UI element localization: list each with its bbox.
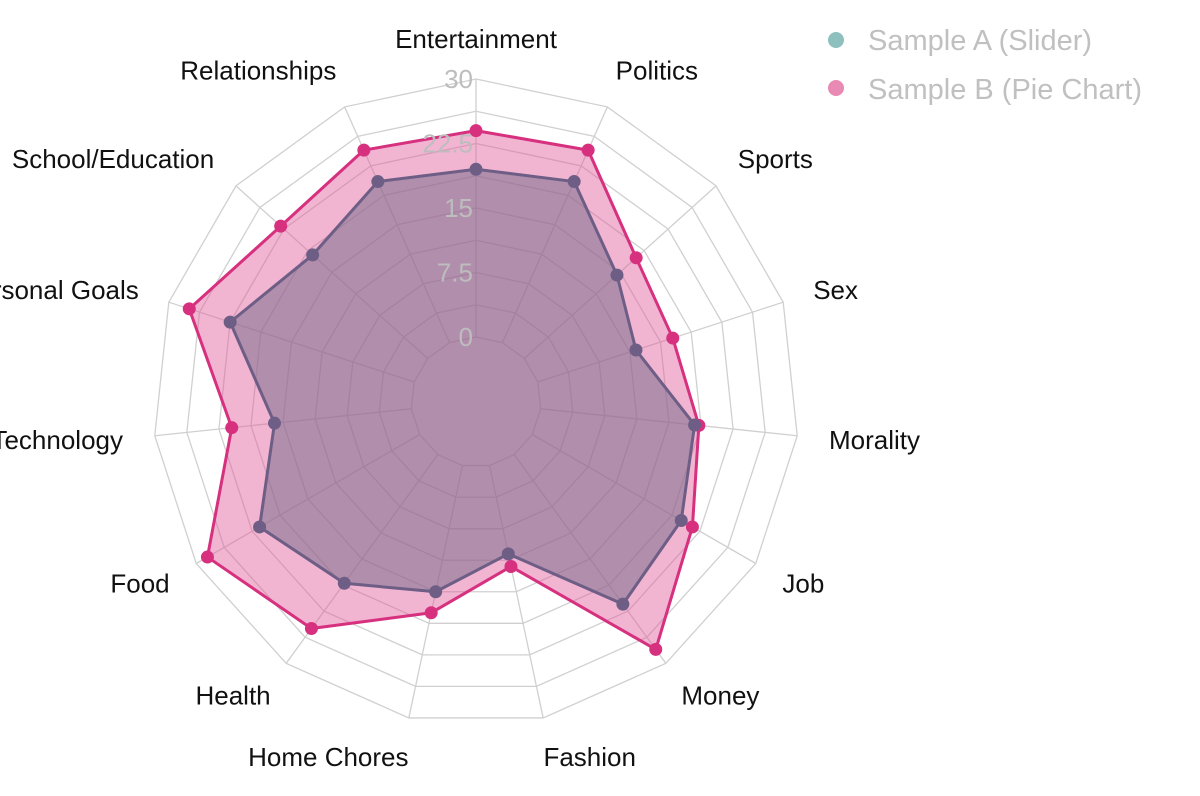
- legend: Sample A (Slider) Sample B (Pie Chart): [828, 25, 1142, 106]
- axis-label-relationships: Relationships: [180, 55, 336, 85]
- axis-label-home-chores: Home Chores: [248, 742, 408, 772]
- axis-label-money: Money: [681, 681, 759, 711]
- grid-ring: [218, 142, 734, 656]
- data-point-sample-b-pie-chart-money: [649, 642, 663, 656]
- data-point-sample-a-slider-job: [674, 514, 688, 527]
- data-point-sample-b-pie-chart-relationships: [357, 143, 371, 157]
- tick-label: 0: [459, 322, 473, 352]
- data-point-sample-b-pie-chart-fashion: [504, 560, 518, 574]
- data-point-sample-a-slider-morality: [688, 418, 702, 432]
- grid-ring: [154, 78, 798, 719]
- axis-label-sex: Sex: [813, 275, 858, 305]
- data-point-sample-a-slider-sports: [610, 268, 624, 282]
- data-point-sample-b-pie-chart-personal-goals: [182, 302, 196, 316]
- axis-label-sports: Sports: [738, 144, 813, 174]
- data-point-sample-b-pie-chart-health: [304, 622, 318, 636]
- data-point-sample-b-pie-chart-entertainment: [469, 124, 483, 138]
- data-point-sample-b-pie-chart-politics: [581, 143, 595, 157]
- data-point-sample-a-slider-school-education: [306, 248, 320, 262]
- legend-marker-sample-a: [828, 32, 844, 48]
- axis-label-technology: Technology: [0, 425, 123, 455]
- data-point-sample-a-slider-technology: [268, 416, 282, 430]
- data-point-sample-a-slider-food: [253, 520, 267, 534]
- data-point-sample-a-slider-money: [616, 597, 630, 611]
- data-point-sample-a-slider-fashion: [501, 547, 515, 561]
- series-layer: [182, 124, 706, 656]
- data-point-sample-b-pie-chart-job: [685, 520, 699, 534]
- axis-label-personal-goals: Personal Goals: [0, 275, 139, 305]
- legend-marker-sample-b: [828, 80, 844, 96]
- data-point-sample-b-pie-chart-sex: [666, 331, 680, 345]
- data-point-sample-a-slider-health: [337, 576, 351, 590]
- axis-label-job: Job: [782, 569, 824, 599]
- axis-label-entertainment: Entertainment: [395, 24, 558, 54]
- data-point-sample-a-slider-sex: [629, 343, 643, 357]
- data-point-sample-b-pie-chart-home-chores: [424, 606, 438, 620]
- data-point-sample-a-slider-home-chores: [429, 585, 443, 599]
- grid-ring: [186, 110, 766, 688]
- radial-ticks: 0 7.5 15 22.5 30: [422, 64, 473, 352]
- tick-label: 22.5: [422, 129, 473, 159]
- axis-label-health: Health: [195, 681, 270, 711]
- category-labels: Entertainment Politics Sports Sex Morality Jo…: [0, 24, 920, 772]
- data-point-sample-b-pie-chart-sports: [629, 251, 643, 265]
- data-point-sample-a-slider-entertainment: [469, 162, 483, 176]
- axis-label-fashion: Fashion: [543, 742, 636, 772]
- data-point-sample-a-slider-relationships: [371, 175, 385, 189]
- data-point-sample-b-pie-chart-food: [200, 550, 214, 564]
- series-area-sample-a-slider: [228, 167, 697, 606]
- axis-label-morality: Morality: [829, 425, 920, 455]
- axis-label-politics: Politics: [616, 55, 698, 85]
- data-point-sample-b-pie-chart-technology: [225, 421, 239, 435]
- data-point-sample-b-pie-chart-school-education: [274, 219, 288, 233]
- axis-label-food: Food: [110, 569, 169, 599]
- data-point-sample-a-slider-personal-goals: [223, 315, 237, 329]
- tick-label: 15: [444, 193, 473, 223]
- axis-label-school-education: School/Education: [12, 144, 214, 174]
- legend-label-sample-b: Sample B (Pie Chart): [868, 74, 1142, 106]
- tick-label: 7.5: [437, 258, 473, 288]
- tick-label: 30: [444, 64, 473, 94]
- legend-label-sample-a: Sample A (Slider): [868, 25, 1092, 57]
- data-point-sample-a-slider-politics: [567, 175, 581, 189]
